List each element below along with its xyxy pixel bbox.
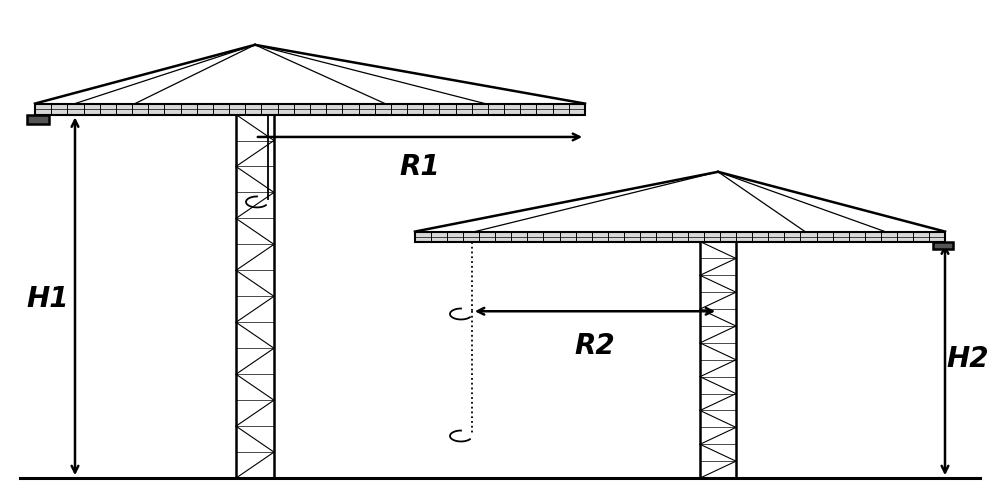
Polygon shape [415, 232, 945, 242]
Bar [27, 115, 49, 124]
Text: R1: R1 [400, 153, 440, 181]
Bar [933, 242, 953, 249]
Polygon shape [35, 104, 585, 115]
Text: H1: H1 [27, 285, 69, 313]
Text: H2: H2 [947, 345, 989, 373]
Text: R2: R2 [575, 332, 615, 360]
